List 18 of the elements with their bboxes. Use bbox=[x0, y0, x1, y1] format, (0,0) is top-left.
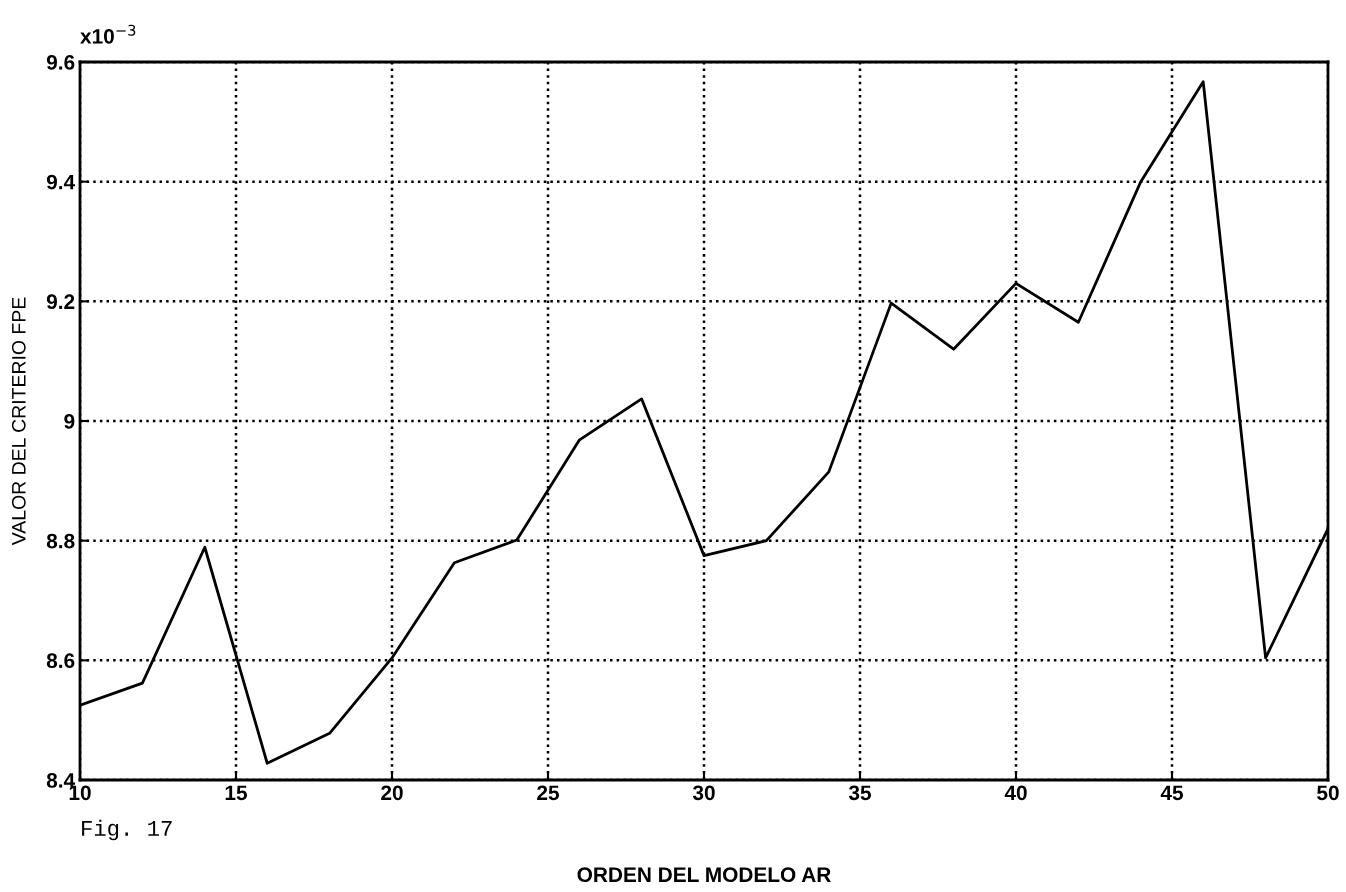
x-tick-label: 20 bbox=[381, 785, 403, 801]
x-tick-label: 15 bbox=[225, 785, 248, 801]
x-tick-label: 35 bbox=[848, 785, 872, 801]
x-axis-title: ORDEN DEL MODELO AR bbox=[577, 867, 831, 883]
y-tick-label: 9.4 bbox=[46, 174, 76, 190]
text: x10$^{−3}$ bbox=[80, 24, 136, 44]
x-tick-label: 45 bbox=[1160, 785, 1184, 801]
x-tick-label: 30 bbox=[692, 785, 715, 801]
y-tick-label: 9.6 bbox=[46, 55, 75, 70]
y-axis-title: VALOR DEL CRITERIO FPE bbox=[11, 297, 26, 546]
caption: Fig. 17 bbox=[82, 819, 172, 841]
y-tick-label: 8.6 bbox=[46, 653, 75, 669]
y-tick-label: 8.8 bbox=[46, 533, 75, 549]
y-tick-label: 9 bbox=[64, 414, 75, 429]
x-tick-label: 50 bbox=[1317, 785, 1339, 801]
y-tick-label: 9.2 bbox=[46, 294, 75, 310]
x-tick-label: 40 bbox=[1004, 785, 1027, 801]
x-tick-label: 25 bbox=[537, 785, 560, 801]
